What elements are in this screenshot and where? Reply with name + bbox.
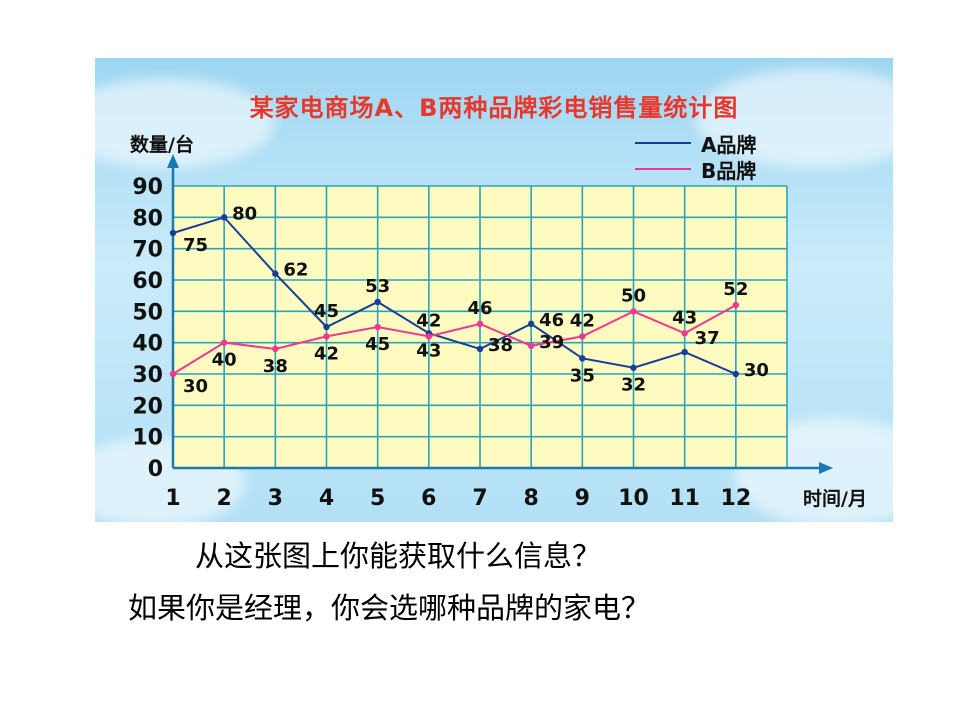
- data-label: 30: [744, 360, 769, 381]
- x-axis-label: 时间/月: [803, 488, 867, 510]
- y-tick-label: 80: [132, 206, 163, 231]
- x-tick-label: 7: [472, 486, 487, 511]
- x-tick-label: 10: [618, 486, 649, 511]
- data-label: 50: [621, 285, 646, 306]
- y-tick-label: 0: [148, 457, 163, 482]
- chart-title: 某家电商场A、B两种品牌彩电销售量统计图: [249, 94, 739, 122]
- data-label: 42: [570, 310, 595, 331]
- y-tick-label: 40: [132, 332, 163, 357]
- legend-label-a: A品牌: [701, 132, 757, 157]
- chart-panel: 0 10 20 30 40 50 60 70 80 90 1 2 3 4 5 6 7 8 9 10 11 12 75 80 62…: [95, 58, 893, 522]
- data-point-b: [681, 330, 688, 337]
- data-label: 46: [539, 310, 564, 331]
- legend-label-b: B品牌: [701, 158, 757, 183]
- y-axis-label: 数量/台: [130, 134, 194, 156]
- data-point-b: [476, 320, 484, 328]
- data-label: 43: [416, 340, 441, 361]
- data-label: 39: [539, 332, 564, 353]
- y-axis-arrow: [167, 154, 179, 168]
- question-1: 从这张图上你能获取什么信息？: [195, 539, 602, 573]
- data-point-a: [732, 370, 740, 378]
- x-tick-label: 9: [575, 486, 590, 511]
- data-label: 38: [488, 335, 513, 356]
- data-label: 45: [314, 301, 339, 322]
- data-point-a: [527, 320, 535, 328]
- data-label: 42: [416, 310, 441, 331]
- y-tick-label: 20: [132, 394, 163, 419]
- data-point-b: [169, 370, 177, 378]
- y-tick-label: 50: [132, 300, 163, 325]
- y-tick-label: 60: [132, 269, 163, 294]
- legend: A品牌 B品牌: [635, 130, 757, 183]
- data-point-a: [169, 229, 177, 237]
- data-label: 46: [467, 298, 492, 319]
- data-point-a: [630, 364, 637, 371]
- y-tick-label: 10: [132, 426, 163, 451]
- data-point-b: [374, 323, 381, 331]
- data-label: 53: [365, 276, 390, 297]
- x-tick-label: 2: [217, 486, 232, 511]
- legend-swatch-a: [635, 142, 691, 144]
- data-point-b: [732, 301, 740, 309]
- data-point-a: [476, 345, 484, 353]
- x-tick-label: 12: [721, 486, 752, 511]
- data-point-b: [630, 308, 637, 315]
- series-line-a: [172, 216, 737, 375]
- data-point-a: [272, 270, 279, 277]
- data-label: 45: [365, 334, 390, 355]
- data-point-b: [425, 333, 433, 340]
- x-tick-label: 11: [669, 486, 700, 511]
- question-2: 如果你是经理，你会选哪种品牌的家电？: [128, 591, 651, 625]
- x-tick-label: 5: [370, 486, 385, 511]
- data-label: 42: [314, 343, 339, 364]
- data-point-a: [681, 348, 688, 356]
- data-label: 32: [621, 375, 646, 396]
- data-point-b: [579, 333, 586, 340]
- data-label: 30: [183, 376, 208, 397]
- y-tick-label: 70: [132, 238, 163, 263]
- data-label: 37: [695, 328, 720, 349]
- data-label: 38: [263, 356, 288, 377]
- data-point-a: [220, 214, 228, 221]
- data-label: 52: [723, 279, 748, 300]
- data-label: 35: [570, 365, 595, 386]
- data-label: 80: [232, 203, 257, 224]
- data-point-b: [323, 333, 330, 340]
- data-label: 75: [183, 235, 208, 256]
- x-tick-label: 8: [524, 486, 539, 511]
- y-tick-label: 90: [132, 175, 163, 200]
- x-tick-label: 6: [421, 486, 436, 511]
- data-label: 62: [283, 260, 308, 281]
- x-tick-label: 1: [165, 486, 180, 511]
- data-point-a: [374, 298, 381, 306]
- x-tick-label: 4: [319, 486, 334, 511]
- legend-item-a: A品牌: [635, 130, 757, 157]
- data-label: 40: [212, 350, 237, 371]
- series-line-b: [172, 304, 737, 375]
- data-point-b: [272, 345, 279, 353]
- legend-swatch-b: [635, 168, 691, 170]
- data-point-a: [323, 323, 330, 331]
- data-point-b: [527, 342, 535, 349]
- data-point-a: [579, 355, 586, 362]
- data-point-b: [220, 339, 228, 346]
- legend-item-b: B品牌: [635, 156, 757, 183]
- x-axis-arrow: [819, 462, 833, 474]
- data-label: 43: [672, 307, 697, 328]
- x-tick-label: 3: [268, 486, 283, 511]
- y-tick-label: 30: [132, 363, 163, 388]
